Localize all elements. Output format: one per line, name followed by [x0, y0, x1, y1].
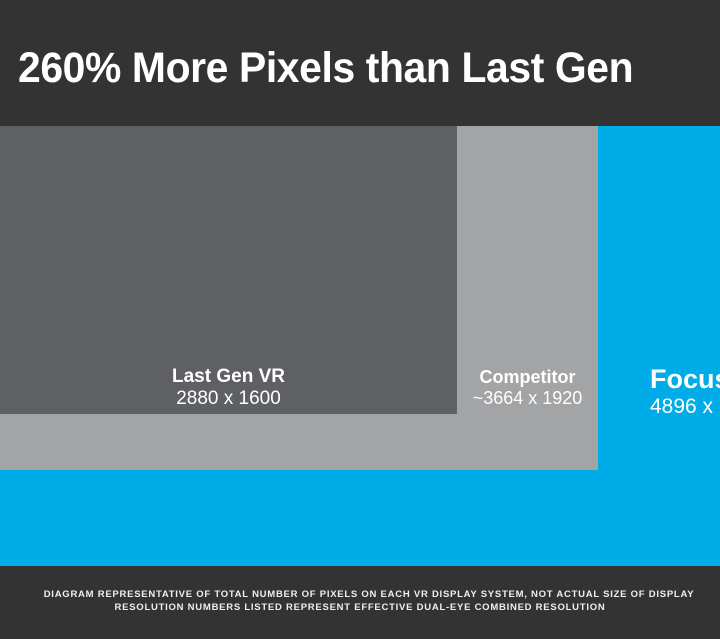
diagram-footnote: DIAGRAM REPRESENTATIVE OF TOTAL NUMBER O… — [0, 588, 720, 614]
focus-name: Focus — [650, 364, 720, 394]
focus-resolution: 4896 x 2448 — [650, 395, 720, 419]
competitor-resolution: ~3664 x 1920 — [472, 387, 583, 408]
footnote-line-1: DIAGRAM REPRESENTATIVE OF TOTAL NUMBER O… — [43, 589, 695, 600]
page-title: 260% More Pixels than Last Gen — [18, 43, 634, 92]
footnote-line-2: RESOLUTION NUMBERS LISTED REPRESENT EFFE… — [114, 602, 606, 613]
last-gen-vr-area-rect — [0, 126, 457, 414]
focus-label: Focus 4896 x 2448 — [598, 364, 720, 420]
last-gen-vr-name: Last Gen VR — [172, 366, 285, 387]
last-gen-vr-resolution: 2880 x 1600 — [176, 388, 281, 410]
competitor-label: Competitor ~3664 x 1920 — [457, 367, 598, 409]
last-gen-vr-label: Last Gen VR 2880 x 1600 — [0, 366, 457, 410]
competitor-name: Competitor — [479, 367, 576, 387]
pixel-comparison-diagram: Last Gen VR 2880 x 1600 Competitor ~3664… — [0, 126, 720, 566]
